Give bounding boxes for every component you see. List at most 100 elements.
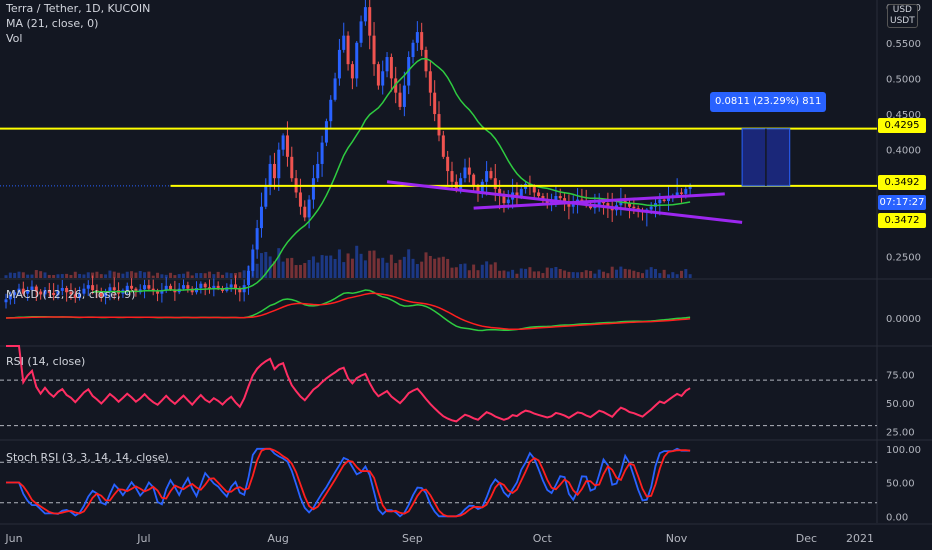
candle-body — [182, 285, 186, 289]
rsi-line — [6, 345, 691, 423]
volume-bar — [537, 271, 541, 278]
rsi-tick-label: 25.00 — [886, 427, 915, 438]
volume-bar — [476, 270, 480, 278]
measure-label: 0.0811 (23.29%) 811 — [710, 92, 827, 112]
volume-bar — [658, 273, 662, 278]
candle-body — [316, 163, 320, 179]
volume-bar — [485, 261, 489, 278]
support-price-tag: 0.3472 — [878, 213, 926, 228]
volume-bar — [78, 273, 82, 278]
volume-bar — [489, 264, 493, 278]
candle-body — [632, 206, 636, 209]
candle-body — [268, 163, 272, 186]
volume-bar — [294, 265, 298, 278]
candle-body — [143, 285, 147, 290]
volume-bar — [13, 272, 17, 278]
candle-body — [147, 285, 151, 289]
candle-body — [229, 284, 233, 288]
volume-bar — [576, 272, 580, 278]
volume-bar — [143, 272, 147, 278]
volume-bar — [277, 248, 281, 278]
volume-bar — [372, 250, 376, 278]
volume-bar — [394, 263, 398, 278]
volume-bar — [130, 271, 134, 278]
volume-bar — [290, 257, 294, 278]
volume-bar — [428, 255, 432, 278]
candle-body — [130, 285, 134, 289]
volume-bar — [684, 269, 688, 278]
volume-bar — [324, 255, 328, 278]
macd-tick-label: 0.0000 — [886, 314, 921, 325]
candle-body — [437, 114, 441, 136]
volume-bar — [467, 270, 471, 278]
candle-body — [169, 285, 173, 290]
candle-body — [186, 285, 190, 289]
candle-body — [26, 290, 30, 294]
candle-body — [350, 64, 354, 79]
rsi-tick-label: 75.00 — [886, 370, 915, 381]
volume-bar — [104, 274, 108, 278]
volume-bar — [82, 274, 86, 278]
volume-bar — [73, 271, 77, 278]
candle-body — [688, 186, 692, 189]
volume-bar — [385, 262, 389, 278]
volume-bar — [519, 268, 523, 278]
candle-body — [368, 7, 372, 36]
candle-body — [411, 42, 415, 58]
volume-bar — [649, 267, 653, 278]
volume-bar — [415, 264, 419, 278]
currency-line-2: USDT — [890, 16, 915, 26]
volume-bar — [281, 261, 285, 278]
volume-bar — [502, 270, 506, 278]
volume-bar — [164, 274, 168, 278]
time-tick-label: Jun — [4, 532, 22, 545]
candle-body — [65, 287, 69, 293]
volume-bar — [21, 272, 25, 278]
volume-bar — [615, 269, 619, 278]
currency-selector[interactable]: USD USDT — [887, 4, 918, 28]
volume-bar — [333, 258, 337, 278]
volume-bar — [30, 274, 34, 278]
candle-body — [4, 299, 8, 303]
candle-body — [420, 32, 424, 50]
volume-bar — [545, 267, 549, 278]
candle-body — [190, 288, 194, 293]
candle-body — [324, 121, 328, 143]
volume-bar — [108, 270, 112, 278]
candle-body — [30, 286, 34, 291]
volume-bar — [411, 258, 415, 278]
trendline-ascending — [473, 192, 725, 210]
candle-body — [541, 196, 545, 200]
candle-body — [563, 198, 567, 202]
volume-bar — [563, 270, 567, 278]
candle-body — [472, 174, 476, 186]
candle-body — [433, 92, 437, 115]
volume-bar — [532, 271, 536, 278]
time-tick-label: Nov — [666, 532, 688, 545]
candle-body — [73, 294, 77, 298]
candle-body — [467, 167, 471, 175]
candle-body — [662, 199, 666, 202]
volume-bar — [56, 274, 60, 278]
volume-bar — [381, 257, 385, 278]
volume-bar — [195, 273, 199, 278]
volume-bar — [398, 259, 402, 278]
indicators — [0, 289, 877, 518]
candle-body — [571, 203, 575, 207]
time-tick-label: Jul — [136, 532, 150, 545]
rsi-legend: RSI (14, close) — [6, 355, 86, 368]
volume-bar — [221, 274, 224, 278]
candle-body — [285, 135, 289, 157]
candle-body — [402, 85, 406, 107]
candle-body — [99, 292, 103, 297]
volume-bar — [628, 269, 632, 278]
volume-bar — [528, 267, 532, 278]
vol-legend: Vol — [6, 32, 23, 45]
candle-body — [86, 285, 90, 289]
volume-bar — [355, 245, 359, 278]
candle-body — [398, 92, 402, 107]
volume-bar — [558, 268, 562, 278]
grid — [0, 0, 932, 525]
volume-bar — [199, 273, 203, 278]
